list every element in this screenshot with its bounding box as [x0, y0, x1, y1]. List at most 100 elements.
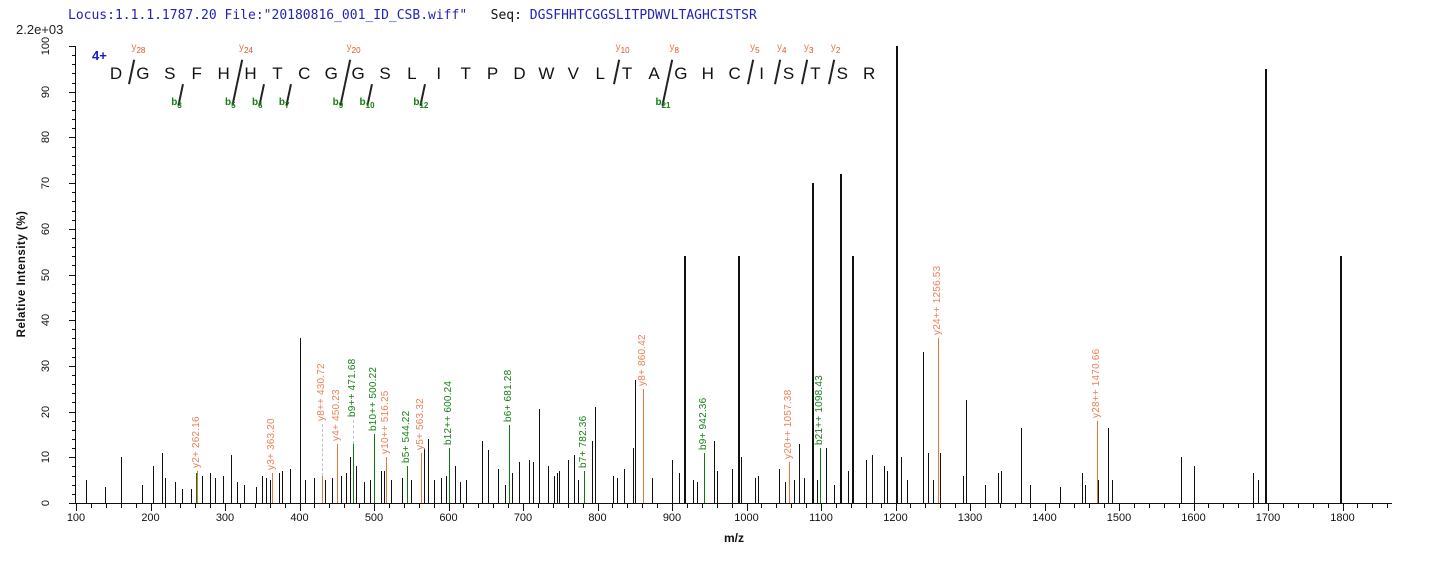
peak — [341, 475, 342, 503]
x-minor-tick — [835, 504, 837, 508]
x-major-tick — [597, 504, 599, 511]
x-major-tick — [1193, 504, 1195, 511]
peak — [121, 457, 122, 503]
y-minor-tick — [72, 301, 75, 303]
x-minor-tick — [716, 504, 718, 508]
x-minor-tick — [1238, 504, 1240, 508]
x-minor-tick — [344, 504, 346, 508]
peak — [498, 468, 499, 503]
x-minor-tick — [210, 504, 212, 508]
peak — [1265, 68, 1267, 503]
ion-peak — [704, 452, 705, 503]
y-tick-label: 80 — [40, 131, 52, 144]
b-frag-label: b21 — [655, 97, 671, 110]
peak — [325, 480, 326, 503]
label-leader-line — [353, 419, 354, 444]
y-major-tick — [69, 183, 75, 185]
x-tick-label: 1000 — [734, 512, 759, 524]
x-minor-tick — [135, 504, 137, 508]
x-minor-tick — [314, 504, 316, 508]
locus-file-text: Locus:1.1.1.1787.20 File:"20180816_001_I… — [68, 8, 468, 23]
x-minor-tick — [731, 504, 733, 508]
x-minor-tick — [537, 504, 539, 508]
peak — [86, 480, 87, 503]
y-minor-tick — [72, 265, 75, 267]
x-tick-label: 1800 — [1330, 512, 1355, 524]
x-minor-tick — [1014, 504, 1016, 508]
y-minor-tick — [72, 210, 75, 212]
y-major-tick — [69, 274, 75, 276]
peak — [223, 475, 224, 503]
peak — [714, 441, 715, 503]
y-minor-tick — [72, 155, 75, 157]
y-minor-tick — [72, 283, 75, 285]
x-minor-tick — [1387, 504, 1389, 508]
ion-peak — [509, 425, 510, 503]
x-minor-tick — [1312, 504, 1314, 508]
x-tick-label: 1500 — [1106, 512, 1132, 524]
peak — [717, 471, 718, 503]
peak — [1253, 473, 1254, 503]
x-major-tick — [1268, 504, 1269, 511]
y-frag-label: y28 — [131, 42, 146, 55]
x-minor-tick — [463, 504, 465, 508]
peak — [933, 480, 934, 503]
peak — [1181, 457, 1182, 503]
peak — [305, 480, 306, 503]
peak-label: b5+ 544.22 — [401, 411, 412, 464]
seq-residue: D — [109, 64, 123, 83]
x-major-tick — [150, 504, 152, 511]
seq-residue: S — [836, 64, 848, 83]
x-minor-tick — [105, 504, 107, 508]
peak — [1085, 484, 1086, 503]
x-minor-tick — [1104, 504, 1106, 508]
peak — [693, 480, 694, 503]
peak — [812, 183, 814, 503]
peak — [1021, 427, 1022, 503]
peak — [928, 452, 929, 503]
y-tick-label: 0 — [40, 499, 52, 507]
seq-residue: C — [728, 64, 741, 83]
y-minor-tick — [72, 475, 75, 477]
seq-residue: L — [407, 64, 417, 83]
peak — [872, 455, 873, 503]
x-tick-label: 600 — [439, 512, 458, 524]
ion-peak — [386, 457, 387, 503]
x-axis-title: m/z — [723, 531, 744, 545]
seq-residue: H — [217, 64, 230, 83]
peak — [679, 473, 680, 503]
peak — [346, 473, 347, 503]
seq-residue: F — [191, 64, 202, 83]
x-major-tick — [1119, 504, 1120, 511]
y-major-tick — [69, 457, 75, 459]
ion-peak — [353, 443, 354, 503]
y-minor-tick — [72, 109, 75, 111]
peak — [574, 455, 575, 503]
x-minor-tick — [180, 504, 182, 508]
peak — [732, 468, 733, 503]
peak — [434, 480, 435, 503]
x-minor-tick — [269, 504, 271, 508]
x-tick-label: 1200 — [883, 512, 908, 524]
peak — [901, 457, 902, 503]
x-major-tick — [746, 504, 748, 511]
seq-residue: T — [810, 64, 821, 83]
x-minor-tick — [1223, 504, 1225, 508]
peak — [985, 484, 986, 503]
peak — [557, 473, 558, 503]
peak-label: y2+ 262.16 — [191, 416, 202, 469]
peak — [963, 475, 964, 503]
y-minor-tick — [72, 493, 75, 495]
b-frag-label: b7 — [278, 97, 290, 110]
peak — [633, 448, 634, 503]
x-minor-tick — [1253, 504, 1255, 508]
ion-peak — [449, 448, 450, 503]
peak — [482, 441, 483, 503]
x-minor-tick — [508, 504, 510, 508]
x-major-tick — [821, 504, 822, 511]
peak — [142, 484, 143, 503]
peak-label: y20++ 1057.38 — [783, 389, 794, 459]
x-minor-tick — [850, 504, 852, 508]
x-major-tick — [448, 504, 450, 511]
peak — [1060, 487, 1061, 503]
